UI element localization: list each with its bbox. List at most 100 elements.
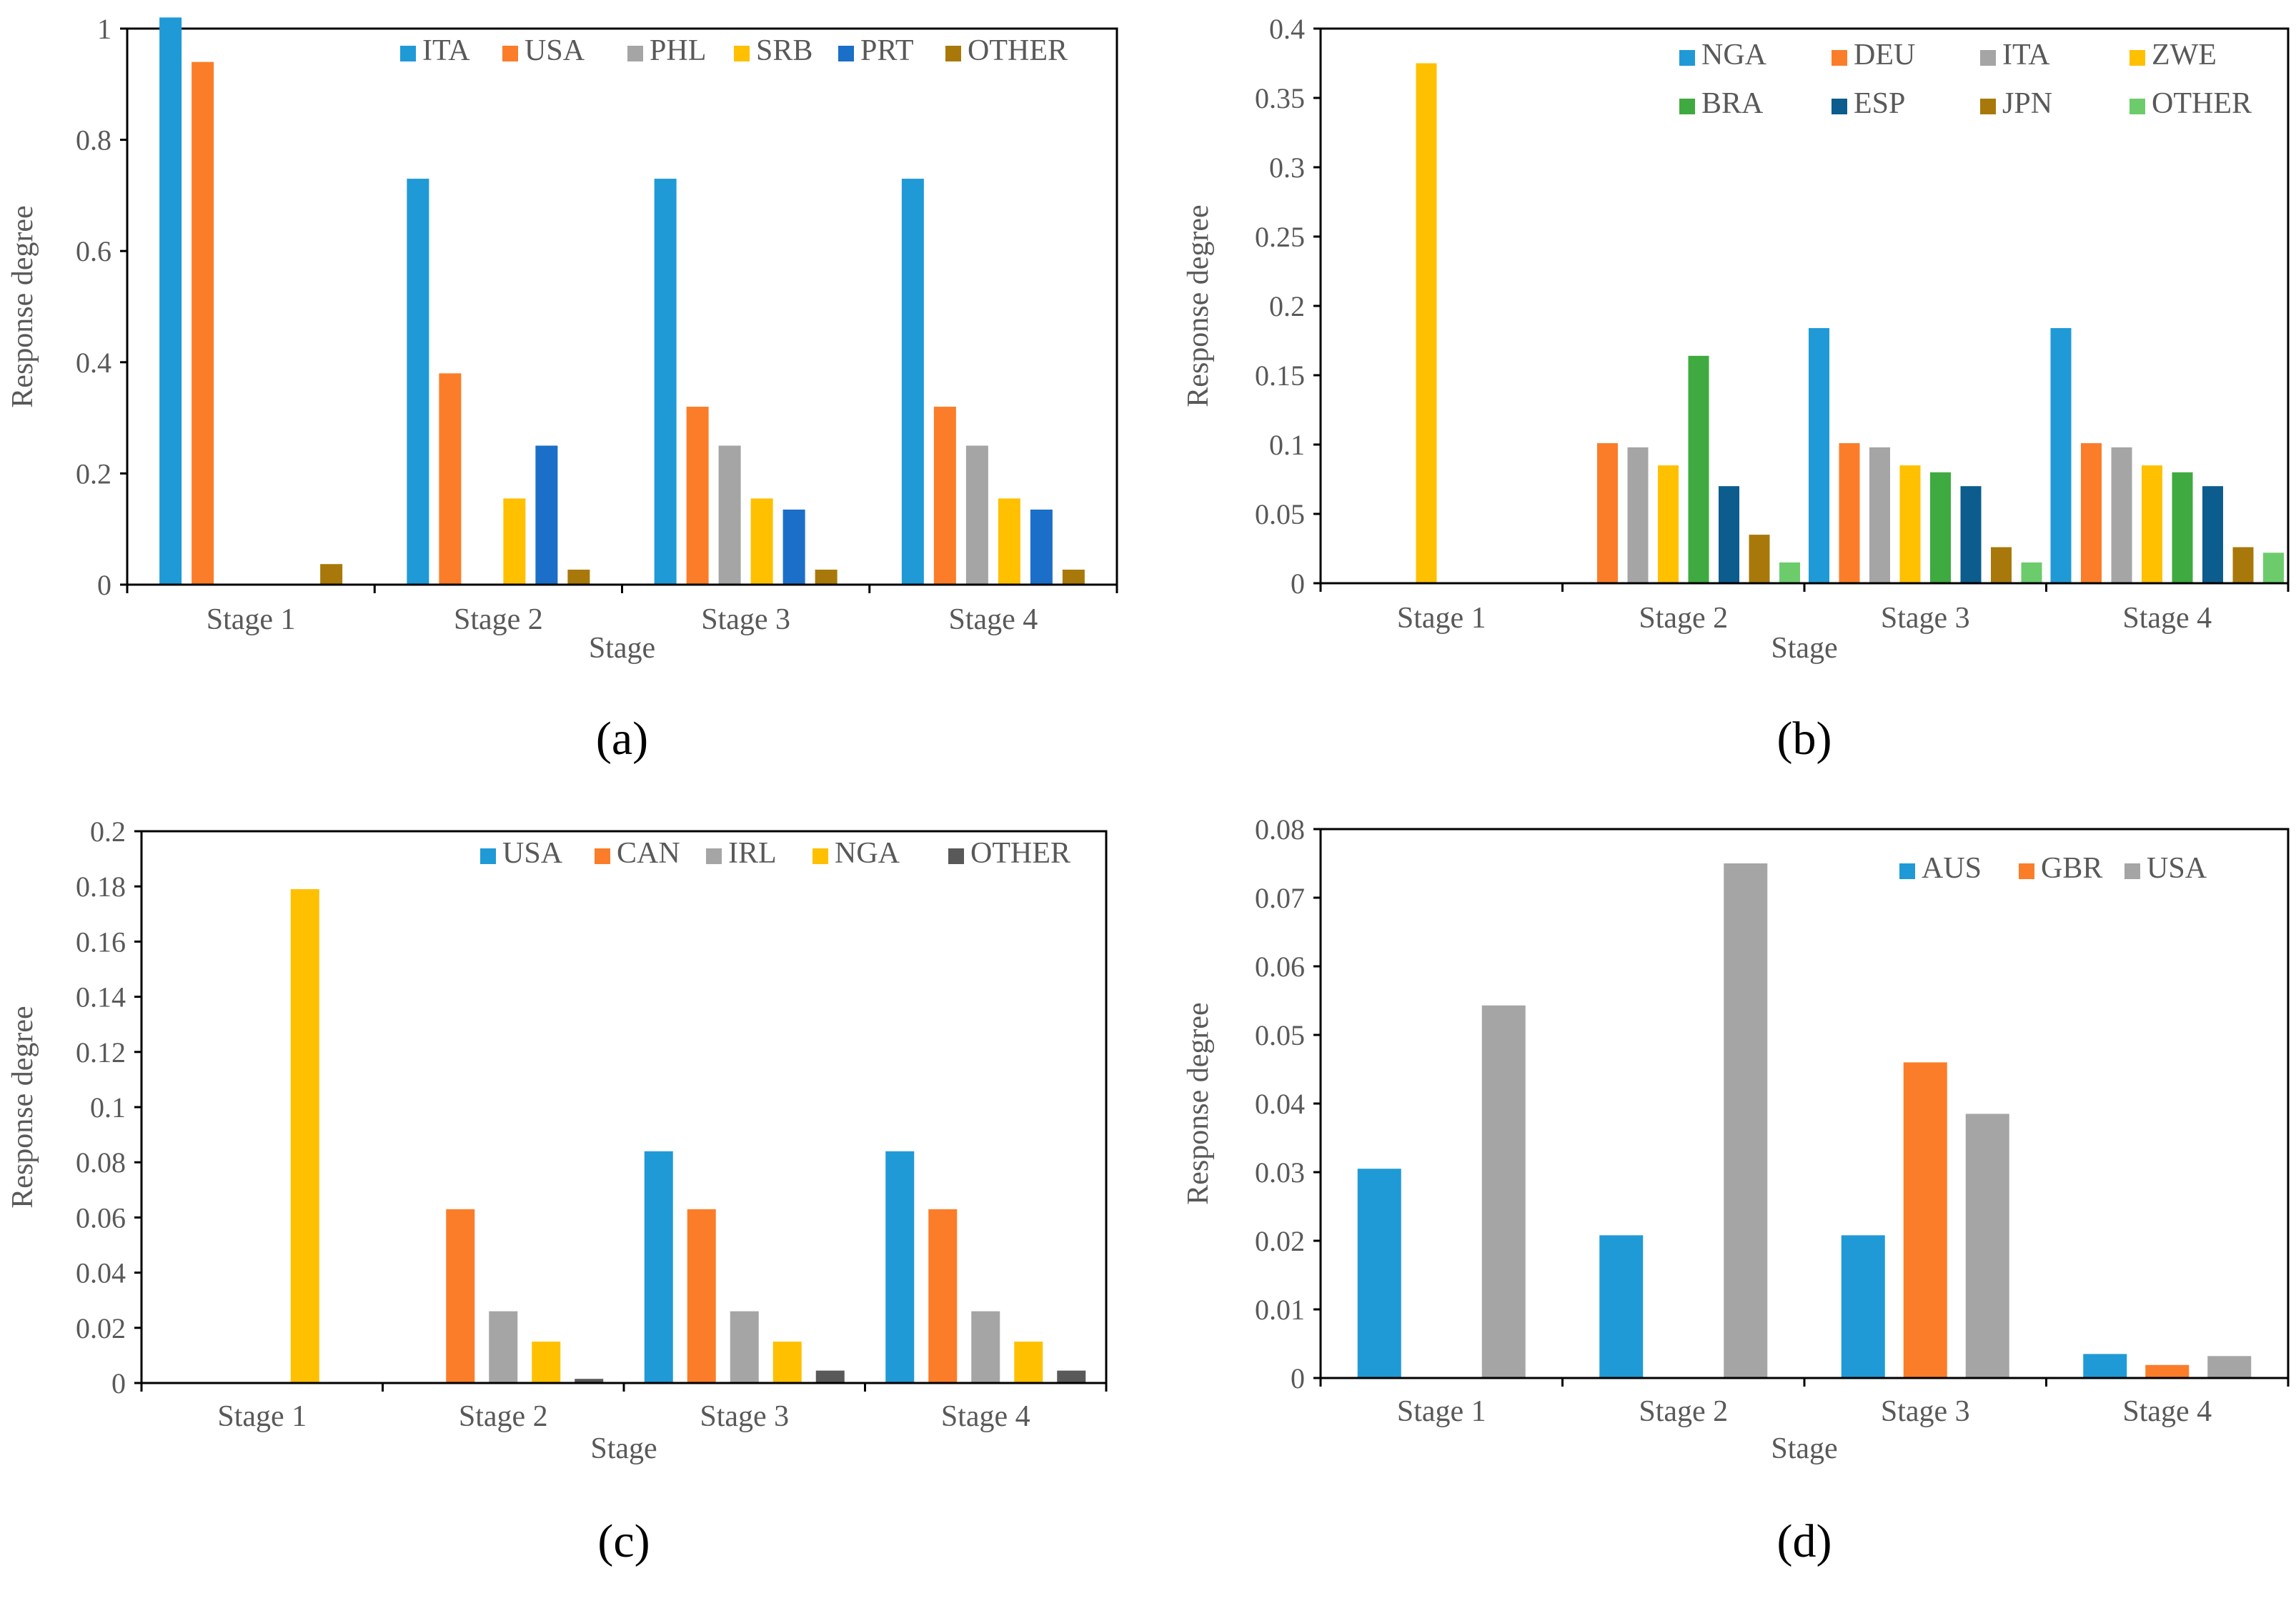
y-tick-label: 0 bbox=[1291, 1362, 1305, 1394]
y-tick-label: 0.02 bbox=[76, 1312, 126, 1344]
legend-swatch-bra bbox=[1679, 99, 1695, 114]
y-tick-label: 0.8 bbox=[76, 124, 111, 157]
bar-ita-stage-2 bbox=[1627, 447, 1649, 583]
bar-nga-stage-4 bbox=[1014, 1342, 1043, 1383]
bar-can-stage-3 bbox=[687, 1209, 716, 1383]
bar-usa-stage-2 bbox=[1724, 863, 1768, 1378]
x-axis-title: Stage bbox=[1771, 1432, 1837, 1465]
bar-gbr-stage-4 bbox=[2145, 1364, 2190, 1378]
bar-irl-stage-4 bbox=[971, 1311, 1000, 1383]
y-tick-label: 0.02 bbox=[1255, 1225, 1305, 1257]
bar-other-stage-4 bbox=[2263, 552, 2284, 583]
legend-label-irl: IRL bbox=[728, 837, 777, 870]
legend-label-prt: PRT bbox=[860, 34, 914, 67]
legend-label-phl: PHL bbox=[650, 34, 706, 67]
x-tick-label-stage-1: Stage 1 bbox=[1397, 1395, 1486, 1428]
legend-swatch-prt bbox=[838, 46, 854, 61]
bar-nga-stage-3 bbox=[772, 1342, 802, 1383]
panel-label-c: (c) bbox=[597, 1515, 650, 1567]
y-tick-label: 0.06 bbox=[1255, 951, 1305, 983]
y-tick-label: 0.03 bbox=[1255, 1156, 1305, 1189]
y-tick-label: 0.08 bbox=[76, 1146, 126, 1179]
x-tick-label-stage-3: Stage 3 bbox=[700, 1400, 789, 1433]
y-tick-label: 0 bbox=[97, 569, 111, 601]
x-tick-label-stage-4: Stage 4 bbox=[2122, 1395, 2212, 1428]
x-tick-label-stage-1: Stage 1 bbox=[207, 603, 296, 636]
plot-frame-d bbox=[1319, 828, 2290, 1379]
legend-label-ita: ITA bbox=[422, 34, 470, 67]
x-tick-label-stage-2: Stage 2 bbox=[1639, 1395, 1728, 1428]
legend-swatch-usa bbox=[2124, 863, 2140, 879]
panel-b: 0 0.05 0.1 0.15 0.2 0.25 0.3 0.35 0.4 Stage 1 Stag… bbox=[1182, 13, 2290, 765]
x-tick-label-stage-4: Stage 4 bbox=[2122, 602, 2212, 635]
legend-label-esp: ESP bbox=[1854, 87, 1905, 120]
y-tick-label: 0.2 bbox=[1269, 290, 1305, 322]
bar-ita-stage-1 bbox=[159, 17, 182, 585]
bar-other-stage-3 bbox=[2021, 562, 2042, 583]
bar-other-stage-2 bbox=[567, 569, 590, 585]
bar-nga-stage-1 bbox=[290, 889, 319, 1383]
x-tick-label-stage-3: Stage 3 bbox=[1881, 1395, 1970, 1428]
bar-aus-stage-4 bbox=[2083, 1354, 2127, 1378]
legend-swatch-deu bbox=[1832, 50, 1847, 66]
panel-d: 0 0.01 0.02 0.03 0.04 0.05 0.06 0.07 0.08 Stage 1… bbox=[1182, 813, 2290, 1567]
bar-jpn-stage-3 bbox=[1991, 547, 2012, 583]
bar-srb-stage-2 bbox=[503, 498, 526, 585]
bar-ita-stage-3 bbox=[1869, 447, 1890, 583]
legend-label-other: OTHER bbox=[970, 837, 1070, 870]
y-tick-label: 0.4 bbox=[1269, 13, 1305, 45]
legend-label-other: OTHER bbox=[968, 34, 1068, 67]
legend-label-ita: ITA bbox=[2002, 39, 2050, 71]
bar-zwe-stage-2 bbox=[1658, 465, 1679, 583]
panel-label-b: (b) bbox=[1777, 713, 1832, 765]
bar-usa-stage-1 bbox=[1481, 1005, 1526, 1378]
bar-prt-stage-3 bbox=[782, 509, 805, 585]
x-tick-label-stage-4: Stage 4 bbox=[941, 1400, 1030, 1433]
y-axis-title: Response degree bbox=[6, 1006, 39, 1208]
bar-can-stage-2 bbox=[446, 1209, 475, 1383]
bar-zwe-stage-3 bbox=[1899, 465, 1921, 583]
bar-deu-stage-3 bbox=[1839, 443, 1860, 583]
legend-label-usa: USA bbox=[2147, 852, 2207, 885]
y-tick-label: 0.01 bbox=[1255, 1294, 1305, 1326]
y-tick-label: 0.16 bbox=[76, 926, 126, 958]
legend-swatch-phl bbox=[627, 46, 643, 61]
y-tick-label: 0.06 bbox=[76, 1201, 126, 1234]
bar-esp-stage-4 bbox=[2202, 486, 2223, 583]
bar-other-stage-2 bbox=[575, 1379, 604, 1383]
y-axis-title: Response degree bbox=[1182, 1002, 1215, 1204]
legend-label-bra: BRA bbox=[1701, 87, 1764, 120]
y-tick-label: 0.04 bbox=[76, 1257, 126, 1289]
y-tick-label: 1 bbox=[97, 13, 111, 45]
bar-other-stage-3 bbox=[815, 569, 838, 585]
bar-ita-stage-4 bbox=[2111, 447, 2132, 583]
bar-aus-stage-1 bbox=[1357, 1169, 1401, 1378]
x-tick-label-stage-4: Stage 4 bbox=[948, 603, 1038, 636]
legend-swatch-zwe bbox=[2129, 50, 2145, 66]
legend-label-nga: NGA bbox=[1701, 39, 1767, 71]
bar-other-stage-3 bbox=[815, 1370, 845, 1383]
legend-swatch-nga bbox=[1679, 50, 1695, 66]
bar-irl-stage-3 bbox=[730, 1311, 759, 1383]
legend-label-jpn: JPN bbox=[2002, 87, 2052, 120]
bar-prt-stage-4 bbox=[1030, 509, 1053, 585]
legend-swatch-ita bbox=[1980, 50, 1996, 66]
legend-swatch-usa bbox=[480, 848, 496, 864]
bar-bra-stage-2 bbox=[1688, 355, 1709, 583]
panel-c: 0 0.02 0.04 0.06 0.08 0.1 0.12 0.14 0.16 0.18 0.2 S… bbox=[6, 816, 1108, 1567]
bar-phl-stage-3 bbox=[718, 445, 741, 585]
legend-label-zwe: ZWE bbox=[2152, 39, 2217, 71]
legend-swatch-esp bbox=[1832, 99, 1847, 114]
y-tick-label: 0.12 bbox=[76, 1036, 126, 1069]
bar-prt-stage-2 bbox=[535, 445, 558, 585]
x-axis-title: Stage bbox=[590, 1432, 657, 1465]
bar-other-stage-4 bbox=[1057, 1370, 1086, 1383]
legend-swatch-other bbox=[2129, 99, 2145, 114]
bar-zwe-stage-1 bbox=[1416, 63, 1437, 583]
legend-swatch-other bbox=[948, 848, 964, 864]
panel-label-a: (a) bbox=[596, 713, 648, 765]
x-tick-label-stage-1: Stage 1 bbox=[217, 1400, 307, 1433]
y-axis-title: Response degree bbox=[6, 205, 39, 407]
